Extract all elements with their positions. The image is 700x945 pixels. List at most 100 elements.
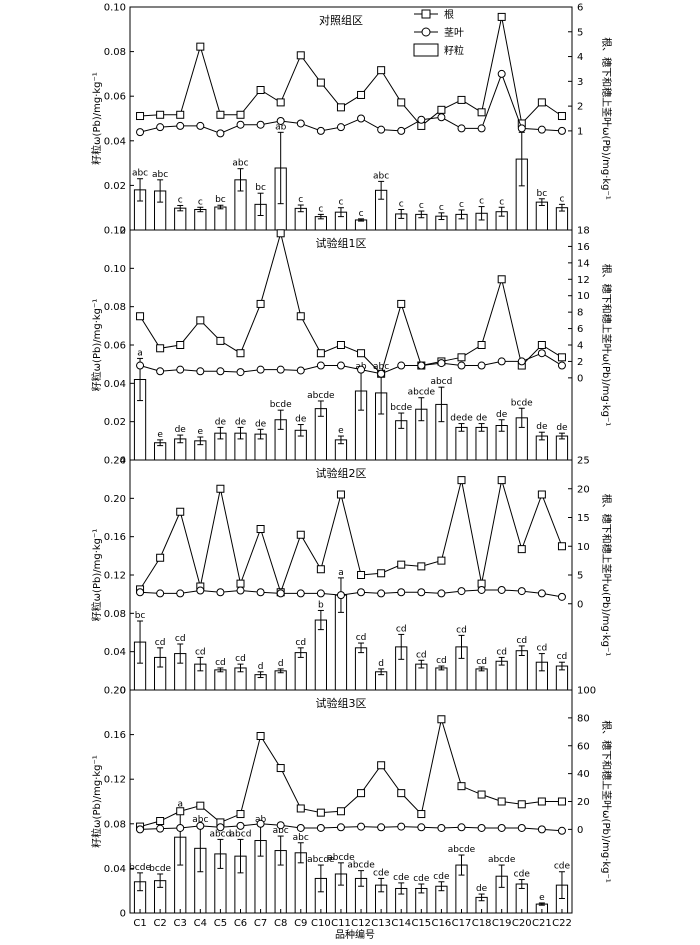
left-tick-label: 0.16 <box>104 730 126 741</box>
stem-leaf-point <box>136 361 145 370</box>
significance-label: c <box>359 209 364 219</box>
root-point <box>397 560 406 569</box>
stem-leaf-line <box>140 823 562 832</box>
root-point <box>377 761 386 770</box>
root-point <box>457 476 466 485</box>
legend-root-label: 根 <box>444 8 454 21</box>
stem-leaf-point <box>136 588 145 597</box>
x-tick-label: C19 <box>492 918 512 929</box>
root-point <box>557 542 566 551</box>
stem-leaf-point <box>136 825 145 834</box>
significance-label: bcde <box>270 400 292 410</box>
significance-label: c <box>559 194 564 204</box>
stem-leaf-point <box>296 119 305 128</box>
stem-leaf-point <box>256 365 265 374</box>
x-tick-label: C5 <box>214 918 227 929</box>
root-point <box>256 731 265 740</box>
left-tick-label: 0 <box>120 686 126 697</box>
left-tick-label: 0.06 <box>104 92 126 103</box>
root-point <box>176 507 185 516</box>
root-point <box>357 90 366 99</box>
stem-leaf-point <box>457 361 466 370</box>
x-tick-label: C2 <box>153 918 166 929</box>
stem-leaf-point <box>377 125 386 134</box>
left-axis-label: 籽粒ω(Pb)/mg·kg⁻¹ <box>90 299 103 392</box>
right-tick-label: 10 <box>577 291 590 302</box>
stem-leaf-point <box>176 589 185 598</box>
root-point <box>236 579 245 588</box>
x-tick-label: C9 <box>294 918 307 929</box>
root-point <box>176 807 185 816</box>
grain-bar <box>455 426 468 461</box>
stem-leaf-point <box>377 369 386 378</box>
root-point <box>457 95 466 104</box>
stem-leaf-line <box>139 352 563 375</box>
right-axis-label: 根、穗下和穗上茎叶ω(Pb)/mg·kg⁻¹ <box>600 264 613 427</box>
root-point <box>176 341 185 349</box>
grain-bar <box>314 619 327 691</box>
significance-label: cde <box>554 862 571 872</box>
stem-leaf-point <box>397 126 406 135</box>
root-point <box>256 525 265 533</box>
root-point <box>336 103 345 112</box>
root-point <box>477 790 486 799</box>
legend-grain-marker <box>413 43 439 57</box>
significance-label: abcd <box>430 377 452 387</box>
significance-label: bc <box>135 611 146 621</box>
left-tick-label: 0.20 <box>104 494 126 505</box>
right-tick-label: 2 <box>577 102 583 113</box>
stem-leaf-point <box>256 120 265 129</box>
x-tick-label: C6 <box>234 918 247 929</box>
significance-label: abcde <box>448 845 476 855</box>
significance-label: c <box>479 197 484 207</box>
right-tick-label: 6 <box>577 324 583 335</box>
significance-label: c <box>298 195 303 205</box>
right-axis-label: 根、穗下和穗上茎叶ω(Pb)/mg·kg⁻¹ <box>600 37 613 200</box>
root-point <box>537 98 546 107</box>
stem-leaf-point <box>537 125 546 134</box>
grain-bar <box>194 208 207 231</box>
grain-bar <box>555 435 569 461</box>
significance-label: cd <box>557 652 568 662</box>
stem-leaf-point <box>296 366 305 375</box>
root-point <box>136 112 145 121</box>
significance-label: cde <box>413 874 430 884</box>
x-tick-label: C12 <box>351 918 371 929</box>
legend: 根 茎叶 籽粒 <box>413 8 464 57</box>
x-tick-label: C15 <box>411 918 431 929</box>
panel-4: 试验组3区00.040.080.120.160.20020406080100籽粒… <box>90 686 613 930</box>
right-tick-label: 0 <box>577 825 583 836</box>
significance-label: de <box>255 419 267 429</box>
significance-label: bc <box>215 195 226 205</box>
stem-leaf-point <box>517 823 526 832</box>
stem-leaf-point <box>216 823 225 832</box>
stem-leaf-point <box>216 588 225 597</box>
root-point <box>537 797 546 806</box>
left-tick-label: 0.12 <box>104 571 126 582</box>
significance-label: abc <box>373 362 389 372</box>
right-tick-label: 100 <box>577 686 596 697</box>
root-point <box>256 299 265 308</box>
stem-leaf-point <box>397 822 406 831</box>
significance-label: c <box>198 197 203 207</box>
stem-leaf-point <box>196 586 205 595</box>
significance-label: de <box>215 417 227 427</box>
left-axis-label: 籽粒ω(Pb)/mg·kg⁻¹ <box>90 529 103 622</box>
root-point <box>357 349 366 358</box>
left-tick-label: 0.04 <box>104 379 126 390</box>
significance-label: d <box>258 662 264 672</box>
stem-leaf-point <box>156 824 165 833</box>
significance-label: de <box>536 422 548 432</box>
stem-leaf-point <box>316 589 325 598</box>
panel-2: 试验组1区00.020.040.060.080.100.120246810121… <box>90 226 613 467</box>
significance-label: cd <box>195 647 206 657</box>
x-tick-label: C16 <box>432 918 452 929</box>
left-tick-label: 0.10 <box>104 264 126 275</box>
stem-leaf-point <box>256 819 265 828</box>
stem-leaf-point <box>497 585 506 594</box>
stem-leaf-point <box>176 121 185 130</box>
stem-leaf-line <box>140 589 563 598</box>
root-point <box>417 810 426 819</box>
root-point <box>537 341 546 349</box>
root-point <box>236 810 245 819</box>
